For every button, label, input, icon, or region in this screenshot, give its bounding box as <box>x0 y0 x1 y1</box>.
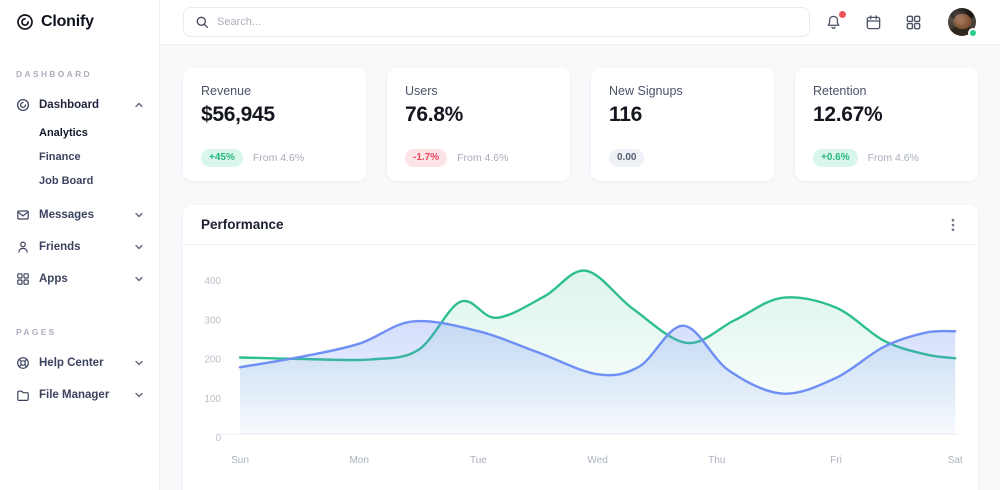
sidebar-item-file-manager[interactable]: File Manager <box>0 379 159 411</box>
svg-text:400: 400 <box>204 276 221 287</box>
svg-text:Sat: Sat <box>948 455 963 466</box>
card-value: 116 <box>609 103 642 126</box>
section-label-dashboard: DASHBOARD <box>16 69 92 79</box>
card-note: From 4.6% <box>457 152 509 164</box>
svg-text:100: 100 <box>204 394 221 405</box>
sidebar-subitem-analytics[interactable]: Analytics <box>39 127 88 139</box>
sidebar-item-label: Help Center <box>39 357 104 369</box>
stat-card-users: Users 76.8% -1.7% From 4.6% <box>387 68 570 181</box>
chevron-up-icon <box>133 99 145 111</box>
person-icon <box>16 240 30 254</box>
notification-dot <box>839 10 846 18</box>
card-title: Users <box>405 84 438 98</box>
sidebar-subitem-finance[interactable]: Finance <box>39 151 81 163</box>
performance-panel: Performance 0 100 200 300 400 Sun Mon Tue Wed Thu… <box>183 205 978 490</box>
performance-chart: 0 100 200 300 400 Sun Mon Tue Wed Thu Fri Sat <box>204 269 963 466</box>
envelope-icon <box>16 208 30 222</box>
svg-text:Wed: Wed <box>587 455 607 466</box>
search-input[interactable] <box>217 16 798 28</box>
brand-name: Clonify <box>41 13 94 30</box>
sidebar-item-label: Dashboard <box>39 99 100 111</box>
sidebar-subitem-job-board[interactable]: Job Board <box>39 175 94 187</box>
card-value: $56,945 <box>201 103 275 126</box>
main-content: Revenue $56,945 +45% From 4.6% Users 76.… <box>160 45 1000 490</box>
card-note: From 4.6% <box>867 152 919 164</box>
stat-card-new-signups: New Signups 116 0.00 <box>591 68 774 181</box>
svg-text:Mon: Mon <box>349 455 368 466</box>
change-badge: 0.00 <box>609 149 645 167</box>
dashboard-submenu: Analytics Finance Job Board <box>0 121 159 193</box>
sidebar-item-dashboard[interactable]: Dashboard <box>0 89 159 121</box>
search-icon <box>195 15 209 29</box>
svg-text:0: 0 <box>215 433 221 444</box>
grid-icon <box>16 272 30 286</box>
clonify-mark-icon <box>16 98 30 112</box>
lifebuoy-icon <box>16 356 30 370</box>
sidebar-item-label: Friends <box>39 241 81 253</box>
chevron-down-icon <box>133 389 145 401</box>
panel-title: Performance <box>201 217 284 232</box>
user-avatar[interactable] <box>948 8 978 38</box>
sidebar-item-messages[interactable]: Messages <box>0 199 159 231</box>
svg-text:Fri: Fri <box>830 455 842 466</box>
stat-card-row: Revenue $56,945 +45% From 4.6% Users 76.… <box>183 68 978 181</box>
chevron-down-icon <box>133 209 145 221</box>
svg-text:300: 300 <box>204 315 221 326</box>
card-value: 76.8% <box>405 103 464 126</box>
svg-text:Sun: Sun <box>231 455 249 466</box>
sidebar-item-label: Messages <box>39 209 94 221</box>
sidebar-item-help-center[interactable]: Help Center <box>0 347 159 379</box>
section-label-pages: PAGES <box>16 327 57 337</box>
svg-text:Tue: Tue <box>470 455 487 466</box>
sidebar-item-apps[interactable]: Apps <box>0 263 159 295</box>
card-note: From 4.6% <box>252 152 305 164</box>
stat-card-revenue: Revenue $56,945 +45% From 4.6% <box>183 68 366 181</box>
sidebar-item-label: File Manager <box>39 389 110 401</box>
svg-text:200: 200 <box>204 355 221 366</box>
chevron-down-icon <box>133 241 145 253</box>
apps-grid-icon[interactable] <box>905 14 922 31</box>
brand[interactable]: Clonify <box>0 0 159 31</box>
sidebar-item-friends[interactable]: Friends <box>0 231 159 263</box>
change-badge: +0.6% <box>813 149 858 167</box>
change-badge: -1.7% <box>405 149 448 167</box>
online-status-dot <box>968 28 978 38</box>
topbar-actions <box>825 8 978 38</box>
svg-text:Thu: Thu <box>708 455 725 466</box>
card-title: Revenue <box>201 84 252 98</box>
card-title: Retention <box>813 84 867 98</box>
change-badge: +45% <box>201 149 243 167</box>
card-value: 12.67% <box>813 103 883 126</box>
chevron-down-icon <box>133 357 145 369</box>
clonify-logo-icon <box>16 13 34 31</box>
folder-icon <box>16 388 30 402</box>
chevron-down-icon <box>133 273 145 285</box>
search-box[interactable] <box>183 7 810 37</box>
stat-card-retention: Retention 12.67% +0.6% From 4.6% <box>795 68 978 181</box>
calendar-icon[interactable] <box>865 14 882 31</box>
kebab-menu-icon[interactable] <box>944 215 962 235</box>
card-title: New Signups <box>609 84 683 98</box>
bell-icon[interactable] <box>825 10 846 31</box>
sidebar: Clonify DASHBOARD Dashboard Analytics Fi… <box>0 0 160 490</box>
sidebar-item-label: Apps <box>39 273 68 285</box>
topbar <box>160 0 1000 45</box>
